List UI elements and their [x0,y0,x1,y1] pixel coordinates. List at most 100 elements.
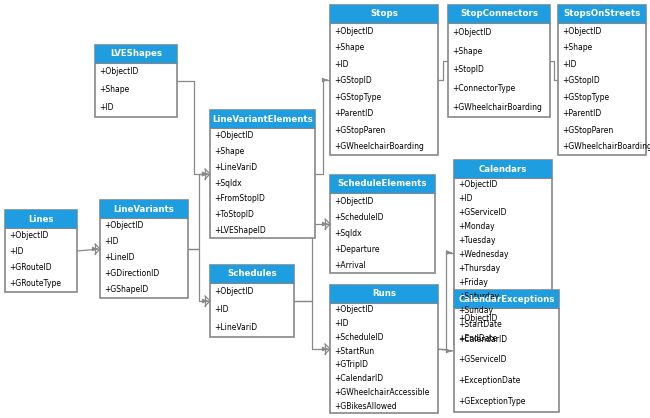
Text: +GStopID: +GStopID [334,76,372,85]
Text: ScheduleElements: ScheduleElements [338,179,427,189]
Text: +ObjectID: +ObjectID [452,28,491,37]
Bar [6,222,76,228]
FancyBboxPatch shape [330,285,438,413]
Text: +ObjectID: +ObjectID [334,306,373,314]
Text: +StartRun: +StartRun [334,347,374,356]
Text: +ObjectID: +ObjectID [334,27,373,36]
Bar [331,17,437,23]
Text: +GWheelchairBoarding: +GWheelchairBoarding [452,103,542,112]
FancyBboxPatch shape [330,5,438,155]
Bar [455,302,558,308]
Text: +ObjectID: +ObjectID [562,27,601,36]
Text: CalendarExceptions: CalendarExceptions [458,295,554,303]
Text: +LineID: +LineID [104,253,135,263]
FancyBboxPatch shape [454,290,559,412]
Text: +ID: +ID [9,247,23,257]
Text: +ObjectID: +ObjectID [458,314,497,323]
Text: +ID: +ID [562,60,577,69]
Bar [449,17,549,23]
FancyBboxPatch shape [330,175,435,193]
FancyBboxPatch shape [5,210,77,228]
Text: StopConnectors: StopConnectors [460,10,538,18]
Text: +ObjectID: +ObjectID [104,222,144,230]
Text: +EndDate: +EndDate [458,334,497,342]
Text: +GWheelchairBoarding: +GWheelchairBoarding [562,142,650,151]
Text: +ObjectID: +ObjectID [9,232,48,240]
Bar [211,122,314,128]
Text: Stops: Stops [370,10,398,18]
Text: +GStopID: +GStopID [562,76,600,85]
Text: +GDirectionID: +GDirectionID [104,270,159,278]
Text: +Wednesday: +Wednesday [458,250,508,259]
Text: +ScheduleID: +ScheduleID [334,212,384,222]
FancyBboxPatch shape [100,200,188,298]
Text: +Saturday: +Saturday [458,292,499,301]
FancyBboxPatch shape [210,265,294,283]
Text: +ID: +ID [458,194,473,204]
Text: +GRouteType: +GRouteType [9,280,61,288]
Text: +ID: +ID [334,319,348,328]
FancyBboxPatch shape [454,160,552,178]
Text: +ParentID: +ParentID [334,109,373,118]
Text: +StopID: +StopID [452,66,484,74]
FancyBboxPatch shape [210,110,315,238]
Bar [211,277,293,283]
Text: +GStopType: +GStopType [562,93,609,102]
FancyBboxPatch shape [95,45,177,63]
FancyBboxPatch shape [95,45,177,117]
Bar [455,172,551,178]
Text: +Shape: +Shape [214,147,244,156]
Text: +ID: +ID [104,237,118,247]
Text: +Friday: +Friday [458,278,488,287]
Text: +CalendarID: +CalendarID [458,335,507,344]
Text: +Sunday: +Sunday [458,306,493,315]
Text: Schedules: Schedules [227,270,277,278]
Text: LVEShapes: LVEShapes [110,49,162,59]
FancyBboxPatch shape [330,285,438,303]
Bar [331,187,434,193]
Bar [96,57,176,63]
FancyBboxPatch shape [210,265,294,337]
Text: +ID: +ID [99,104,114,112]
Text: +Departure: +Departure [334,245,380,253]
Text: +GRouteID: +GRouteID [9,263,51,273]
Text: +ParentID: +ParentID [562,109,601,118]
Text: +GShapeID: +GShapeID [104,285,148,295]
FancyBboxPatch shape [558,5,646,23]
Text: +Shape: +Shape [99,86,129,94]
Text: +GStopParen: +GStopParen [334,126,385,135]
FancyBboxPatch shape [558,5,646,155]
FancyBboxPatch shape [454,290,559,308]
FancyBboxPatch shape [448,5,550,117]
Text: +ExceptionDate: +ExceptionDate [458,376,521,385]
Text: Calendars: Calendars [479,165,527,173]
Text: +ToStopID: +ToStopID [214,210,254,219]
Bar [331,297,437,303]
Text: Runs: Runs [372,290,396,298]
Text: +Shape: +Shape [452,47,482,56]
FancyBboxPatch shape [100,200,188,218]
Text: +GExceptionType: +GExceptionType [458,397,525,406]
Text: +ObjectID: +ObjectID [458,181,497,189]
Text: +ObjectID: +ObjectID [214,288,254,296]
Text: +Tuesday: +Tuesday [458,236,495,245]
Text: +ObjectID: +ObjectID [99,67,138,76]
Text: +LVEShapeID: +LVEShapeID [214,226,266,234]
FancyBboxPatch shape [5,210,77,292]
Text: +GWheelchairAccessible: +GWheelchairAccessible [334,388,430,397]
Text: +GServiceID: +GServiceID [458,208,506,217]
Text: +GStopType: +GStopType [334,93,381,102]
Text: +LineVariD: +LineVariD [214,163,257,172]
Text: +GTripID: +GTripID [334,360,368,370]
Text: +Monday: +Monday [458,222,495,231]
Text: +Sqldx: +Sqldx [334,229,361,237]
Text: +StartDate: +StartDate [458,320,502,329]
Text: LineVariants: LineVariants [114,204,174,214]
Text: StopsOnStreets: StopsOnStreets [564,10,641,18]
Text: +FromStopID: +FromStopID [214,194,265,203]
FancyBboxPatch shape [210,110,315,128]
FancyBboxPatch shape [448,5,550,23]
Text: +Arrival: +Arrival [334,260,366,270]
Text: +GBikesAllowed: +GBikesAllowed [334,402,396,410]
Text: +Sqldx: +Sqldx [214,178,242,188]
